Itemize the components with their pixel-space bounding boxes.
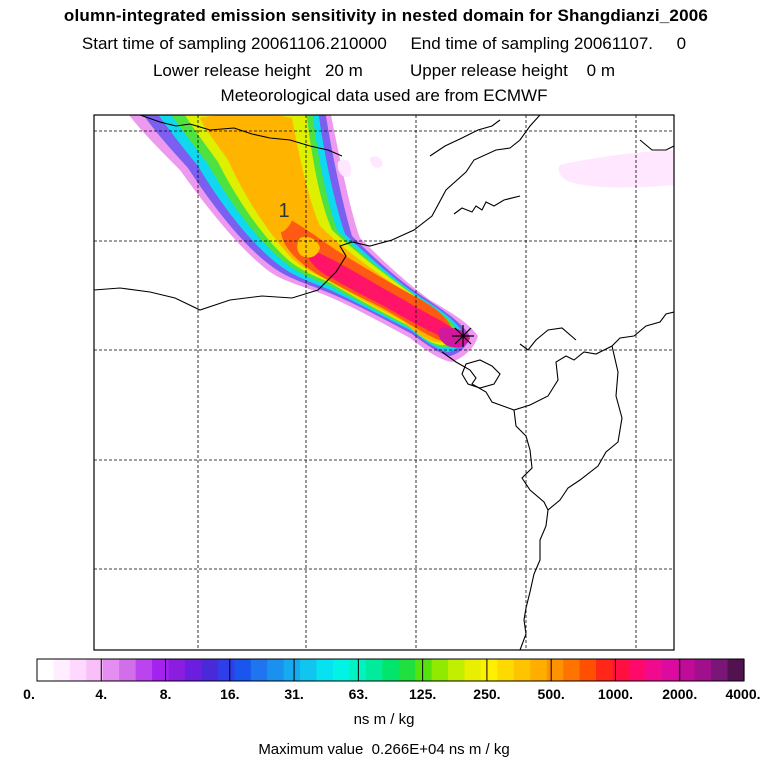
coastline: [139, 115, 343, 157]
plume-hotspot: [221, 122, 259, 160]
colorbar: [37, 659, 745, 681]
colorbar-label: 31.: [284, 686, 304, 702]
colorbar-swatch: [661, 659, 679, 681]
colorbar-swatch: [628, 659, 646, 681]
plume-hotspot: [297, 236, 320, 258]
emission-plume: [128, 115, 674, 362]
colorbar-swatch: [711, 659, 729, 681]
colorbar-swatch: [201, 659, 219, 681]
colorbar-label: 63.: [348, 686, 369, 702]
colorbar-swatch: [283, 659, 301, 681]
coastline: [453, 195, 521, 215]
map-frame: [93, 114, 675, 651]
coastline: [429, 119, 501, 157]
graticule: [94, 115, 674, 650]
colorbar-swatch: [234, 659, 252, 681]
colorbar-swatch: [464, 659, 482, 681]
colorbar-swatch: [415, 659, 433, 681]
contour-label: 1: [278, 200, 289, 222]
colorbar-swatch: [184, 659, 203, 681]
colorbar-swatch: [612, 659, 630, 681]
colorbar-swatch: [69, 659, 87, 681]
colorbar-swatch: [382, 659, 400, 681]
plume-faint-patch: [337, 159, 352, 178]
colorbar-swatch: [135, 659, 153, 681]
release-height-line: Lower release height 20 m Upper release …: [152, 61, 616, 80]
coastline: [94, 115, 541, 311]
plume-faint-patch: [558, 150, 674, 188]
colorbar-swatch: [448, 659, 466, 681]
coastline: [513, 409, 549, 511]
colorbar-swatch: [563, 659, 581, 681]
colorbar-label: 0.: [23, 686, 35, 702]
colorbar-label: 250.: [473, 686, 501, 702]
colorbar-label: 2000.: [662, 686, 698, 702]
colorbar-swatch: [596, 659, 614, 681]
colorbar-swatch: [217, 659, 235, 681]
colorbar-swatch: [678, 659, 696, 681]
colorbar-ticks: [36, 659, 745, 681]
colorbar-swatch: [546, 659, 564, 681]
release-site-asterisk-icon: [452, 325, 474, 347]
plume-faint-patch: [370, 156, 383, 168]
met-data-line: Meteorological data used are from ECMWF: [220, 86, 548, 105]
colorbar-swatch: [332, 659, 350, 681]
plot-title: olumn-integrated emission sensitivity in…: [63, 6, 709, 25]
colorbar-swatch: [53, 659, 71, 681]
coastline: [461, 359, 501, 389]
colorbar-label: 8.: [159, 686, 172, 702]
colorbar-swatch: [37, 659, 55, 681]
coastline: [441, 311, 674, 411]
sampling-time-line: Start time of sampling 20061106.210000 E…: [81, 34, 687, 53]
colorbar-label: 4.: [95, 686, 108, 702]
colorbar-label: 500.: [537, 686, 565, 702]
colorbar-swatch: [480, 659, 498, 681]
colorbar-swatch: [645, 659, 663, 681]
colorbar-label: 16.: [220, 686, 240, 702]
colorbar-swatch: [300, 659, 318, 681]
colorbar-swatch: [579, 659, 597, 681]
coastline: [639, 139, 674, 151]
colorbar-swatch: [86, 659, 104, 681]
colorbar-swatch: [727, 659, 745, 681]
colorbar-swatch: [365, 659, 383, 681]
plume-hotspot: [264, 179, 296, 232]
plume-band-crimson: [304, 246, 458, 341]
colorbar-swatch: [267, 659, 285, 681]
coastline: [519, 345, 623, 650]
colorbar-label: 1000.: [597, 686, 633, 702]
plume-band-purple-core: [438, 327, 470, 348]
colorbar-swatch: [119, 659, 137, 681]
colorbar-swatch: [431, 659, 449, 681]
colorbar-swatch: [497, 659, 515, 681]
colorbar-swatch: [513, 659, 531, 681]
maximum-value: Maximum value 0.266E+04 ns m / kg: [258, 741, 510, 758]
colorbar-swatch: [398, 659, 416, 681]
colorbar-swatch: [168, 659, 186, 681]
colorbar-swatch: [152, 659, 170, 681]
colorbar-swatch: [694, 659, 712, 681]
colorbar-label: 125.: [409, 686, 437, 702]
colorbar-swatch: [102, 659, 120, 681]
colorbar-units: ns m / kg: [353, 711, 415, 728]
colorbar-label: 4000.: [725, 686, 761, 702]
colorbar-swatch: [316, 659, 334, 681]
coastlines: [94, 115, 674, 650]
coastline: [519, 327, 577, 351]
colorbar-swatch: [250, 659, 268, 681]
colorbar-swatch: [530, 659, 548, 681]
